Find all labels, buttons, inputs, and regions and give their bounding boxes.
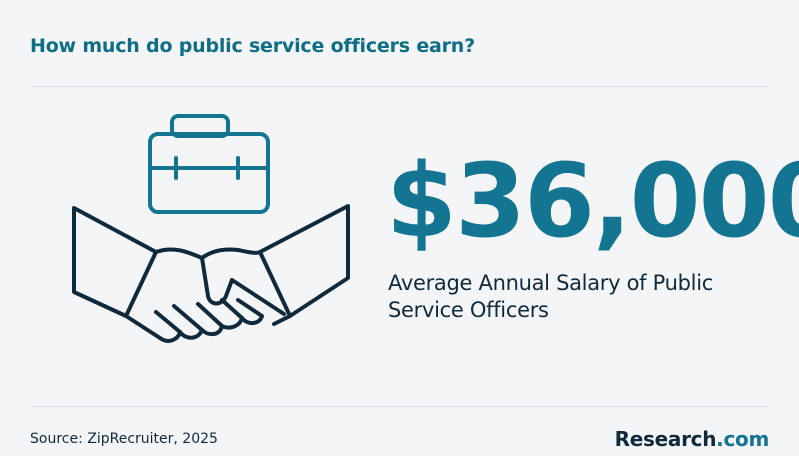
- brand-name: Research: [614, 427, 717, 451]
- illustration: [72, 114, 350, 343]
- source-note: Source: ZipRecruiter, 2025: [30, 431, 218, 447]
- bottom-divider: [30, 406, 769, 407]
- salary-caption: Average Annual Salary of Public Service …: [388, 271, 713, 322]
- salary-value: $36,000: [386, 142, 799, 261]
- page-title: How much do public service officers earn…: [30, 35, 475, 57]
- brand-suffix: .com: [716, 427, 769, 451]
- brand-logo: Research.com: [614, 427, 770, 451]
- top-divider: [30, 86, 769, 87]
- briefcase-icon: [148, 114, 270, 214]
- handshake-icon: [72, 204, 350, 343]
